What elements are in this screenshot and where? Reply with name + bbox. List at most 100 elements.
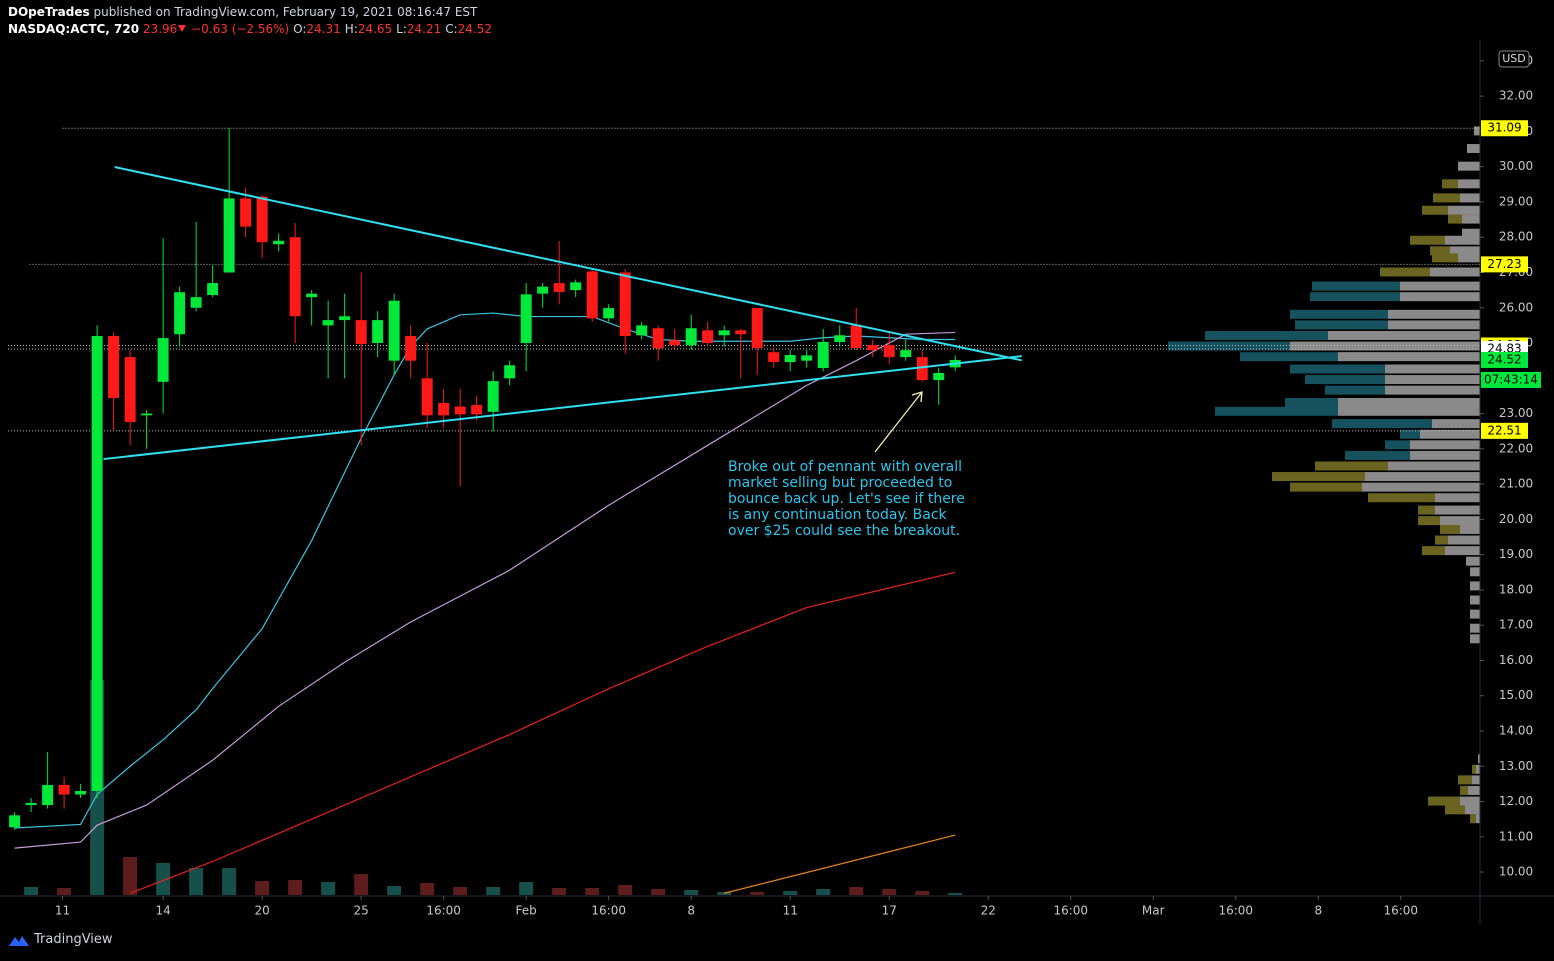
profile-gray	[1474, 126, 1480, 136]
volume-bar	[255, 881, 270, 895]
moving-average	[129, 571, 956, 894]
x-tick-label: Feb	[516, 904, 537, 918]
profile-color	[1430, 246, 1450, 256]
ohlc-value: 24.65	[357, 22, 393, 36]
candle-body	[454, 406, 466, 415]
profile-gray	[1465, 805, 1480, 815]
candle-body	[669, 340, 681, 346]
candle-body	[867, 345, 879, 351]
price-label: 24.52	[1487, 352, 1521, 366]
profile-color	[1422, 546, 1445, 556]
profile-color	[1418, 516, 1440, 526]
profile-color	[1440, 524, 1460, 534]
candle-body	[685, 328, 697, 346]
trendline	[114, 166, 1022, 362]
profile-color	[1400, 429, 1420, 439]
candle-body	[702, 330, 714, 344]
volume-bar	[387, 886, 402, 895]
candle-body	[471, 405, 483, 415]
profile-gray	[1470, 595, 1480, 605]
x-tick-label: 8	[1314, 904, 1322, 918]
candle-body	[91, 335, 103, 791]
volume-bar	[519, 882, 534, 895]
profile-gray	[1470, 623, 1480, 633]
ohlc-value: 24.21	[406, 22, 442, 36]
moving-average	[14, 312, 956, 829]
profile-color	[1332, 419, 1432, 429]
profile-gray	[1338, 406, 1480, 416]
volume-bar	[222, 868, 237, 895]
ohlc-value: 24.52	[457, 22, 493, 36]
profile-gray	[1290, 341, 1480, 351]
y-tick-label: 19.00	[1499, 547, 1533, 561]
candle-body	[537, 286, 549, 294]
candle-body	[652, 328, 664, 349]
candle-body	[784, 355, 796, 363]
candle-body	[570, 282, 582, 291]
volume-bar	[24, 887, 39, 895]
candle-body	[9, 815, 21, 828]
profile-gray	[1400, 292, 1480, 302]
candle-body	[916, 357, 928, 381]
profile-color	[1435, 535, 1448, 545]
profile-color	[1410, 235, 1445, 245]
profile-color	[1380, 267, 1430, 277]
candle-body	[306, 293, 318, 298]
profile-gray	[1448, 535, 1480, 545]
ohlc-value: 24.31	[306, 22, 341, 36]
y-tick-label: 11.00	[1499, 829, 1533, 843]
profile-color	[1290, 364, 1385, 374]
candle-body	[900, 350, 912, 358]
volume-bar	[783, 891, 798, 895]
candle-body	[421, 378, 433, 416]
y-tick-label: 30.00	[1499, 159, 1533, 173]
candle-body	[718, 330, 730, 336]
author: DOpeTrades	[8, 5, 90, 19]
candle-body	[339, 316, 351, 321]
ohlc-label: O:	[293, 22, 307, 36]
profile-gray	[1362, 482, 1480, 492]
annotation-text: market selling but proceeded to	[728, 475, 952, 491]
annotation-arrow	[874, 391, 923, 453]
candle-body	[883, 345, 895, 358]
volume-bar	[882, 889, 897, 895]
profile-gray	[1460, 524, 1480, 534]
profile-gray	[1400, 281, 1480, 291]
candle-body	[273, 240, 285, 245]
candle-body	[42, 784, 54, 806]
x-tick-label: 11	[783, 904, 798, 918]
profile-gray	[1467, 144, 1480, 154]
profile-color	[1215, 406, 1338, 416]
candle-body	[190, 297, 202, 308]
profile-gray	[1385, 364, 1480, 374]
y-tick-label: 21.00	[1499, 477, 1533, 491]
quote-line: NASDAQ:ACTC, 720 23.96 −0.63 (−2.56%) O:…	[8, 21, 496, 38]
y-tick-label: 16.00	[1499, 653, 1533, 667]
price-label-bg	[1481, 120, 1528, 137]
publish-line: DOpeTrades published on TradingView.com,…	[8, 4, 496, 21]
moving-average	[14, 331, 956, 849]
profile-gray	[1365, 472, 1480, 482]
candle-body	[817, 341, 829, 369]
volume-bar	[354, 874, 369, 895]
volume-bar	[849, 887, 864, 895]
profile-gray	[1476, 764, 1480, 774]
profile-color	[1428, 796, 1460, 806]
profile-gray	[1432, 419, 1480, 429]
y-tick-label: 15.00	[1499, 688, 1533, 702]
y-tick-label: 28.00	[1499, 230, 1533, 244]
candle-body	[504, 365, 516, 379]
volume-bar	[57, 888, 72, 895]
volume-bar	[420, 883, 435, 895]
profile-gray	[1462, 214, 1480, 224]
candle-body	[289, 237, 301, 317]
candle-body	[108, 335, 120, 399]
symbol: NASDAQ:ACTC, 720	[8, 22, 140, 36]
x-tick-label: 14	[155, 904, 170, 918]
brand: TradingView	[34, 932, 113, 947]
volume-bar	[684, 890, 699, 895]
candle-body	[751, 308, 763, 348]
profile-gray	[1435, 505, 1480, 515]
candle-body	[141, 413, 153, 416]
volume-bar	[948, 893, 963, 895]
